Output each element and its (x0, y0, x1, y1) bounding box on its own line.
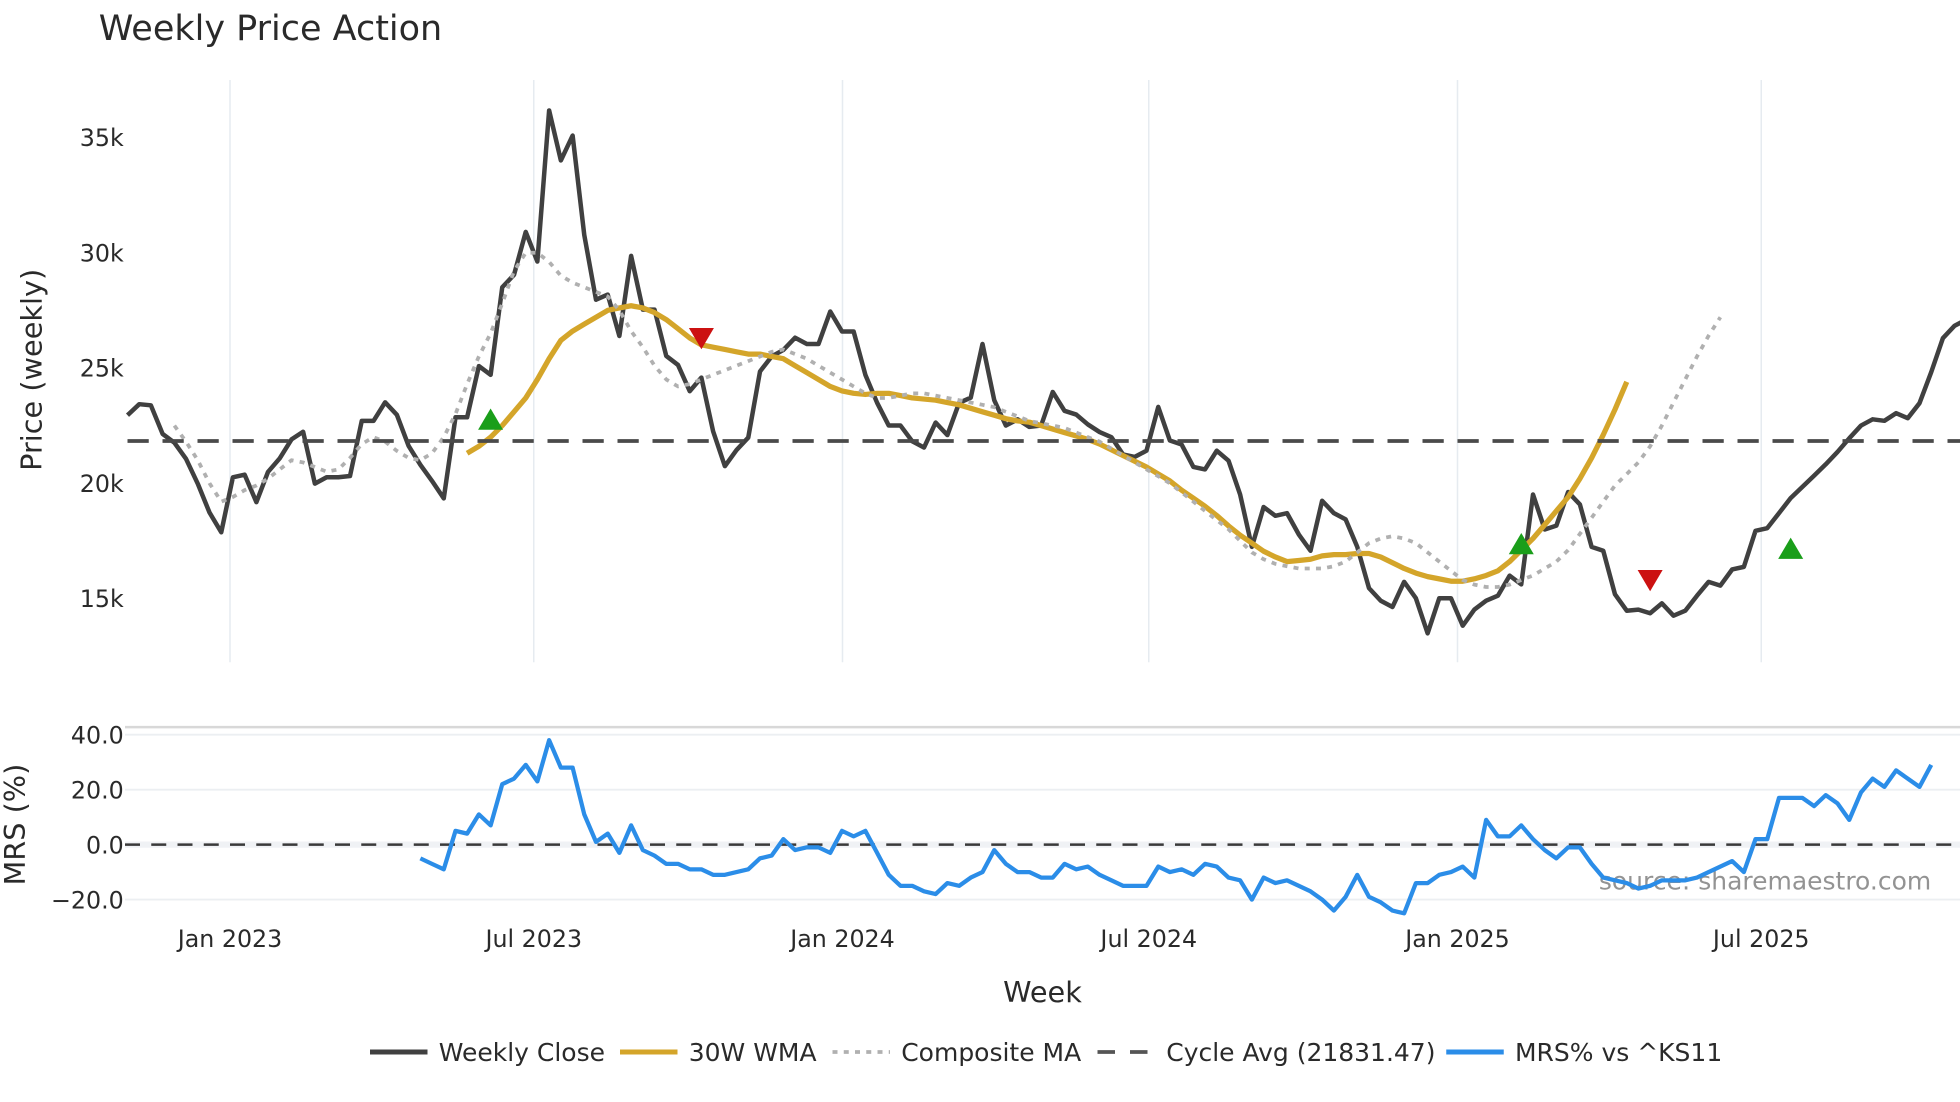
mrs-tick-label: 0.0 (86, 831, 124, 859)
wma-line (465, 303, 1630, 584)
buy-signal-marker (1778, 537, 1804, 559)
mrs-gridlines (125, 733, 1960, 901)
price-y-ticks: 15k 20k 25k 30k 35k (80, 124, 124, 613)
price-tick-label: 30k (80, 239, 124, 267)
price-axis-label: Price (weekly) (14, 269, 48, 471)
legend-label: MRS% vs ^KS11 (1515, 1038, 1722, 1067)
price-tick-label: 25k (80, 355, 124, 383)
legend-label: Composite MA (901, 1038, 1081, 1067)
price-tick-label: 35k (80, 124, 124, 152)
x-tick-label: Jul 2025 (1711, 925, 1810, 953)
buy-signal-marker (1508, 532, 1534, 555)
x-tick-label: Jan 2025 (1403, 925, 1510, 953)
x-axis-ticks: Jan 2023 Jul 2023 Jan 2024 Jul 2024 Jan 2025… (176, 925, 1810, 953)
x-axis-label: Week (1003, 975, 1082, 1009)
mrs-series (419, 738, 1934, 916)
legend-label: Cycle Avg (21831.47) (1166, 1038, 1435, 1067)
legend-item[interactable]: Cycle Avg (21831.47) (1097, 1038, 1436, 1067)
mrs-line (419, 738, 1934, 916)
mrs-tick-label: −20.0 (51, 886, 124, 914)
mrs-axis-label: MRS (%) (0, 764, 32, 886)
legend-item[interactable]: Weekly Close (370, 1038, 605, 1067)
legend-label: Weekly Close (439, 1038, 605, 1067)
buy-signal-marker (478, 408, 504, 430)
chart-title: Weekly Price Action (99, 9, 442, 49)
signal-markers (478, 327, 1804, 592)
legend-item[interactable]: MRS% vs ^KS11 (1446, 1038, 1722, 1067)
price-vertical-gridlines (229, 79, 1762, 663)
legend-item[interactable]: Composite MA (832, 1038, 1082, 1067)
sell-signal-marker (1637, 570, 1663, 592)
x-tick-label: Jan 2024 (788, 925, 895, 953)
mrs-tick-label: 40.0 (71, 721, 124, 749)
legend-label: 30W WMA (689, 1038, 817, 1067)
mrs-tick-label: 20.0 (71, 776, 124, 804)
price-series (125, 108, 1960, 636)
x-tick-label: Jul 2024 (1098, 925, 1197, 953)
x-tick-label: Jan 2023 (176, 925, 283, 953)
price-tick-label: 15k (80, 585, 124, 613)
composite-ma-line (172, 250, 1722, 589)
sell-signal-marker (688, 327, 714, 350)
weekly-close-line (125, 108, 1960, 636)
source-watermark: source: sharemaestro.com (1599, 867, 1931, 896)
legend-item[interactable]: 30W WMA (620, 1038, 817, 1067)
legend: Weekly Close 30W WMA Composite MA Cycle Avg… (370, 1038, 1722, 1067)
x-tick-label: Jul 2023 (483, 925, 582, 953)
mrs-y-ticks: −20.0 0.0 20.0 40.0 (51, 721, 124, 914)
price-tick-label: 20k (80, 470, 124, 498)
